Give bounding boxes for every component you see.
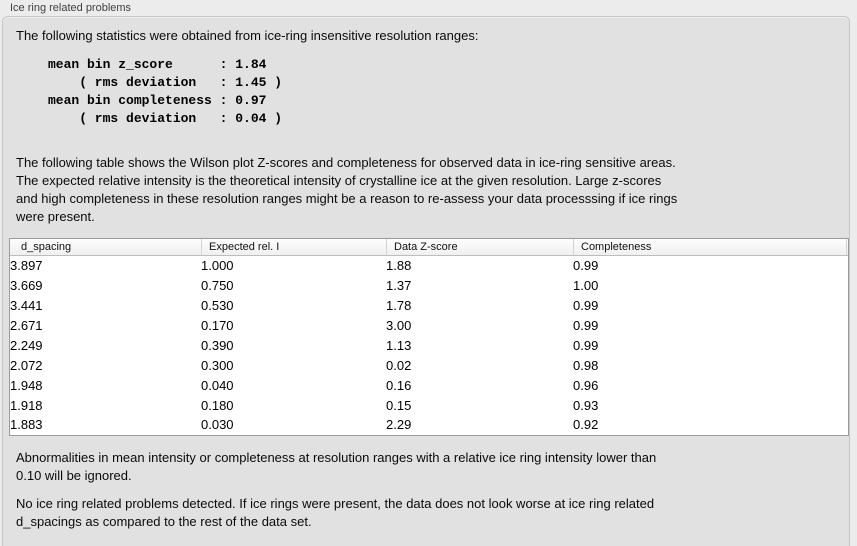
table-cell: 3.669 bbox=[10, 278, 43, 294]
table-cell: 0.15 bbox=[386, 397, 412, 413]
table-cell: 2.671 bbox=[10, 318, 43, 334]
column-header-d-spacing[interactable]: d_spacing bbox=[10, 239, 201, 256]
conclusion-text: No ice ring related problems detected. I… bbox=[16, 495, 655, 529]
table-cell: 0.170 bbox=[201, 318, 234, 334]
table-cell: 1.948 bbox=[10, 377, 43, 393]
table-cell: 0.93 bbox=[573, 397, 599, 413]
ice-ring-table: d_spacing Expected rel. I Data Z-score C… bbox=[9, 238, 849, 436]
table-row[interactable]: 3.897 1.000 1.88 0.99 bbox=[10, 256, 848, 276]
table-cell: 0.99 bbox=[573, 258, 599, 274]
table-header-row: d_spacing Expected rel. I Data Z-score C… bbox=[10, 239, 848, 256]
table-cell-filler bbox=[846, 415, 848, 435]
table-cell: 2.072 bbox=[10, 357, 43, 373]
table-cell: 0.530 bbox=[201, 298, 234, 314]
table-cell: 0.16 bbox=[386, 377, 412, 393]
column-header-data-z-score[interactable]: Data Z-score bbox=[386, 239, 573, 256]
table-cell-filler bbox=[846, 256, 848, 276]
table-cell-filler bbox=[846, 336, 848, 356]
section-title: Ice ring related problems bbox=[10, 2, 132, 14]
table-cell: 3.441 bbox=[10, 298, 43, 314]
table-cell: 0.180 bbox=[201, 397, 234, 413]
table-row[interactable]: 1.948 0.040 0.16 0.96 bbox=[10, 375, 848, 395]
table-row[interactable]: 2.671 0.170 3.00 0.99 bbox=[10, 316, 848, 336]
table-row[interactable]: 3.669 0.750 1.37 1.00 bbox=[10, 276, 848, 296]
intro-text: The following statistics were obtained f… bbox=[16, 28, 479, 43]
table-cell-filler bbox=[846, 296, 848, 316]
table-cell: 2.249 bbox=[10, 337, 43, 353]
column-header-expected-rel-i[interactable]: Expected rel. I bbox=[201, 239, 386, 256]
table-row[interactable]: 1.883 0.030 2.29 0.92 bbox=[10, 415, 848, 435]
table-cell: 1.13 bbox=[386, 337, 412, 353]
table-cell-filler bbox=[846, 355, 848, 375]
table-row[interactable]: 2.072 0.300 0.02 0.98 bbox=[10, 355, 848, 375]
table-cell: 0.99 bbox=[573, 318, 599, 334]
table-row[interactable]: 2.249 0.390 1.13 0.99 bbox=[10, 336, 848, 356]
table-cell: 3.00 bbox=[386, 318, 412, 334]
column-header-filler bbox=[846, 239, 848, 256]
table-cell: 0.390 bbox=[201, 337, 234, 353]
table-cell: 0.040 bbox=[201, 377, 234, 393]
table-cell: 1.00 bbox=[573, 278, 599, 294]
table-cell-filler bbox=[846, 276, 848, 296]
table-cell: 1.78 bbox=[386, 298, 412, 314]
ice-ring-panel: The following statistics were obtained f… bbox=[2, 16, 850, 546]
table-cell: 0.750 bbox=[201, 278, 234, 294]
table-cell: 0.99 bbox=[573, 298, 599, 314]
table-cell: 0.030 bbox=[201, 417, 234, 433]
column-header-completeness[interactable]: Completeness bbox=[573, 239, 846, 256]
table-cell: 1.37 bbox=[386, 278, 412, 294]
abnormalities-note: Abnormalities in mean intensity or compl… bbox=[16, 449, 657, 483]
stats-block: mean bin z_score : 1.84 ( rms deviation … bbox=[48, 57, 283, 126]
table-cell-filler bbox=[846, 375, 848, 395]
table-cell: 0.02 bbox=[386, 357, 412, 373]
table-row[interactable]: 1.918 0.180 0.15 0.93 bbox=[10, 395, 848, 415]
table-cell: 0.98 bbox=[573, 357, 599, 373]
table-cell: 1.88 bbox=[386, 258, 412, 274]
table-cell: 0.300 bbox=[201, 357, 234, 373]
table-description: The following table shows the Wilson plo… bbox=[16, 155, 678, 224]
table-cell-filler bbox=[846, 395, 848, 415]
table-cell: 0.99 bbox=[573, 337, 599, 353]
table-cell: 3.897 bbox=[10, 258, 43, 274]
table-row[interactable]: 3.441 0.530 1.78 0.99 bbox=[10, 296, 848, 316]
table-cell: 0.92 bbox=[573, 417, 599, 433]
table-cell: 1.883 bbox=[10, 417, 43, 433]
table-cell: 0.96 bbox=[573, 377, 599, 393]
table-cell: 1.918 bbox=[10, 397, 43, 413]
table-cell: 2.29 bbox=[386, 417, 412, 433]
table-body: 3.897 1.000 1.88 0.99 3.669 0.750 1.37 1.00 3.44… bbox=[10, 256, 848, 435]
table-cell: 1.000 bbox=[201, 258, 234, 274]
table-cell-filler bbox=[846, 316, 848, 336]
